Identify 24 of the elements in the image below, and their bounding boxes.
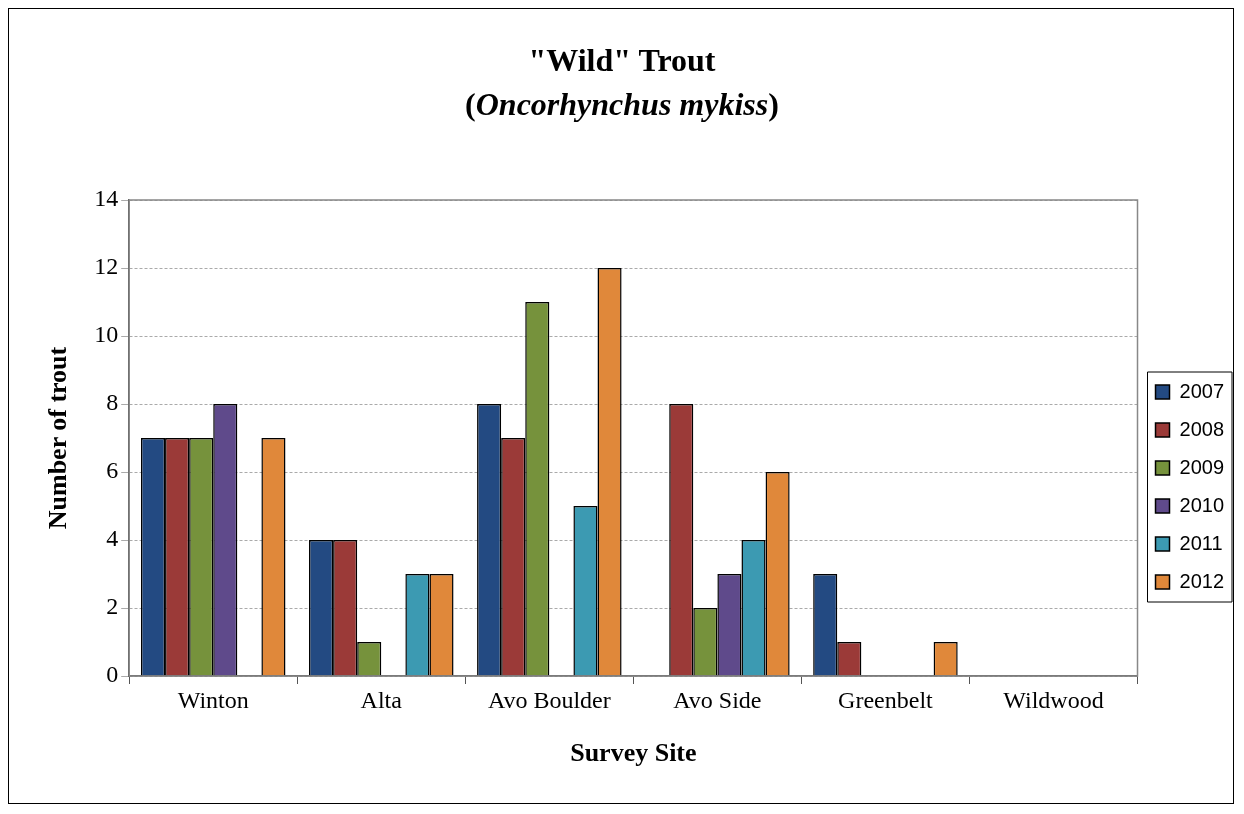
legend-label: 2007	[1179, 379, 1225, 402]
legend-label: 2008	[1179, 417, 1225, 440]
legend-label: 2009	[1179, 455, 1225, 478]
chart-title: "Wild" Trout	[527, 42, 717, 79]
x-tick-label: Alta	[360, 686, 403, 713]
x-axis-title: Survey Site	[570, 738, 697, 768]
x-tick-label: Avo Boulder	[487, 686, 611, 713]
x-tick-label: Avo Side	[673, 686, 762, 713]
x-tick-label: Winton	[177, 686, 249, 713]
y-tick-label: 10	[94, 321, 119, 348]
x-tick-label: Greenbelt	[838, 686, 934, 713]
x-tick-label: Wildwood	[1003, 686, 1104, 713]
legend-label: 2012	[1179, 569, 1225, 592]
y-tick-label: 0	[106, 661, 119, 688]
legend-label: 2011	[1179, 531, 1223, 554]
y-tick-label: 12	[94, 253, 119, 280]
legend-label: 2010	[1179, 493, 1225, 516]
y-tick-label: 14	[94, 185, 119, 212]
chart-subtitle: (Oncorhynchus mykiss)	[464, 86, 780, 123]
y-tick-label: 6	[106, 457, 119, 484]
y-axis-title: Number of trout	[43, 346, 73, 530]
y-tick-label: 8	[106, 389, 119, 416]
y-tick-label: 2	[106, 593, 119, 620]
y-tick-label: 4	[106, 525, 119, 552]
